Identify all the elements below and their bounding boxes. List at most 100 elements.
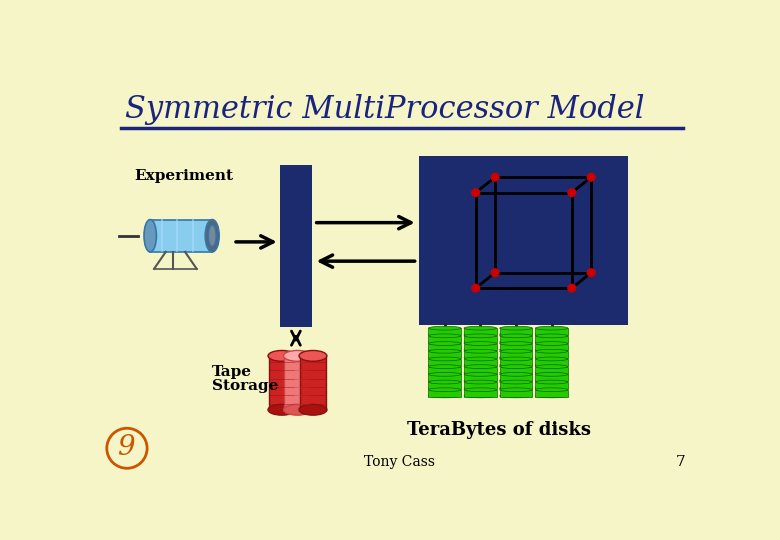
- Text: Symmetric MultiProcessor Model: Symmetric MultiProcessor Model: [125, 94, 644, 125]
- Circle shape: [568, 284, 576, 292]
- Ellipse shape: [428, 333, 461, 336]
- Ellipse shape: [464, 394, 497, 398]
- Ellipse shape: [428, 379, 461, 382]
- Ellipse shape: [500, 388, 532, 392]
- Ellipse shape: [464, 333, 497, 336]
- Text: Storage: Storage: [212, 379, 278, 393]
- Bar: [464, 367, 497, 374]
- Ellipse shape: [464, 340, 497, 344]
- Text: Tape: Tape: [212, 365, 252, 379]
- Bar: [464, 328, 497, 335]
- Bar: [535, 343, 568, 350]
- Ellipse shape: [299, 350, 327, 361]
- Ellipse shape: [428, 342, 461, 346]
- Ellipse shape: [464, 364, 497, 368]
- Ellipse shape: [464, 349, 497, 353]
- Ellipse shape: [283, 350, 311, 361]
- Circle shape: [491, 173, 499, 181]
- Ellipse shape: [428, 334, 461, 338]
- Ellipse shape: [535, 380, 568, 384]
- Ellipse shape: [428, 348, 461, 352]
- Ellipse shape: [208, 225, 216, 247]
- Ellipse shape: [428, 326, 461, 330]
- Bar: [464, 351, 497, 358]
- Ellipse shape: [428, 355, 461, 359]
- Ellipse shape: [500, 394, 532, 398]
- Ellipse shape: [500, 342, 532, 346]
- Bar: [428, 367, 461, 374]
- Ellipse shape: [500, 373, 532, 376]
- Ellipse shape: [428, 371, 461, 375]
- Bar: [500, 374, 532, 381]
- Bar: [464, 343, 497, 350]
- Ellipse shape: [268, 350, 296, 361]
- Bar: [428, 374, 461, 381]
- Ellipse shape: [535, 334, 568, 338]
- Circle shape: [587, 269, 595, 276]
- Bar: [500, 343, 532, 350]
- Ellipse shape: [464, 334, 497, 338]
- Bar: [428, 343, 461, 350]
- Circle shape: [472, 189, 480, 197]
- Ellipse shape: [268, 404, 296, 415]
- Ellipse shape: [464, 363, 497, 367]
- Ellipse shape: [500, 386, 532, 390]
- Bar: [284, 356, 310, 410]
- Bar: [428, 390, 461, 397]
- Ellipse shape: [500, 349, 532, 353]
- Bar: [428, 328, 461, 335]
- Bar: [428, 351, 461, 358]
- Ellipse shape: [464, 357, 497, 361]
- Ellipse shape: [464, 380, 497, 384]
- Ellipse shape: [144, 220, 157, 252]
- Ellipse shape: [535, 326, 568, 330]
- Ellipse shape: [500, 333, 532, 336]
- Ellipse shape: [500, 380, 532, 384]
- Bar: [300, 356, 326, 410]
- Ellipse shape: [299, 404, 327, 415]
- Ellipse shape: [428, 386, 461, 390]
- Ellipse shape: [535, 349, 568, 353]
- Ellipse shape: [535, 379, 568, 382]
- Ellipse shape: [464, 388, 497, 392]
- Ellipse shape: [535, 373, 568, 376]
- Bar: [151, 220, 212, 252]
- Ellipse shape: [464, 371, 497, 375]
- Ellipse shape: [428, 394, 461, 398]
- Ellipse shape: [535, 394, 568, 398]
- Text: Tony Cass: Tony Cass: [364, 455, 435, 469]
- Ellipse shape: [500, 364, 532, 368]
- Ellipse shape: [283, 404, 311, 415]
- Ellipse shape: [464, 342, 497, 346]
- Ellipse shape: [535, 357, 568, 361]
- Bar: [535, 390, 568, 397]
- Ellipse shape: [535, 342, 568, 346]
- Ellipse shape: [535, 340, 568, 344]
- Bar: [419, 156, 629, 325]
- Bar: [535, 351, 568, 358]
- Circle shape: [491, 269, 499, 276]
- Ellipse shape: [535, 348, 568, 352]
- Bar: [535, 328, 568, 335]
- Ellipse shape: [535, 355, 568, 359]
- Ellipse shape: [500, 379, 532, 382]
- Ellipse shape: [535, 363, 568, 367]
- Bar: [428, 359, 461, 366]
- Ellipse shape: [428, 349, 461, 353]
- Bar: [464, 390, 497, 397]
- Ellipse shape: [428, 388, 461, 392]
- Bar: [464, 359, 497, 366]
- Ellipse shape: [500, 371, 532, 375]
- Ellipse shape: [500, 348, 532, 352]
- Ellipse shape: [464, 373, 497, 376]
- Bar: [269, 356, 295, 410]
- Bar: [500, 390, 532, 397]
- Bar: [464, 374, 497, 381]
- Circle shape: [587, 173, 595, 181]
- Ellipse shape: [428, 380, 461, 384]
- Bar: [428, 382, 461, 389]
- Bar: [535, 374, 568, 381]
- Ellipse shape: [535, 388, 568, 392]
- Ellipse shape: [464, 355, 497, 359]
- Bar: [464, 336, 497, 343]
